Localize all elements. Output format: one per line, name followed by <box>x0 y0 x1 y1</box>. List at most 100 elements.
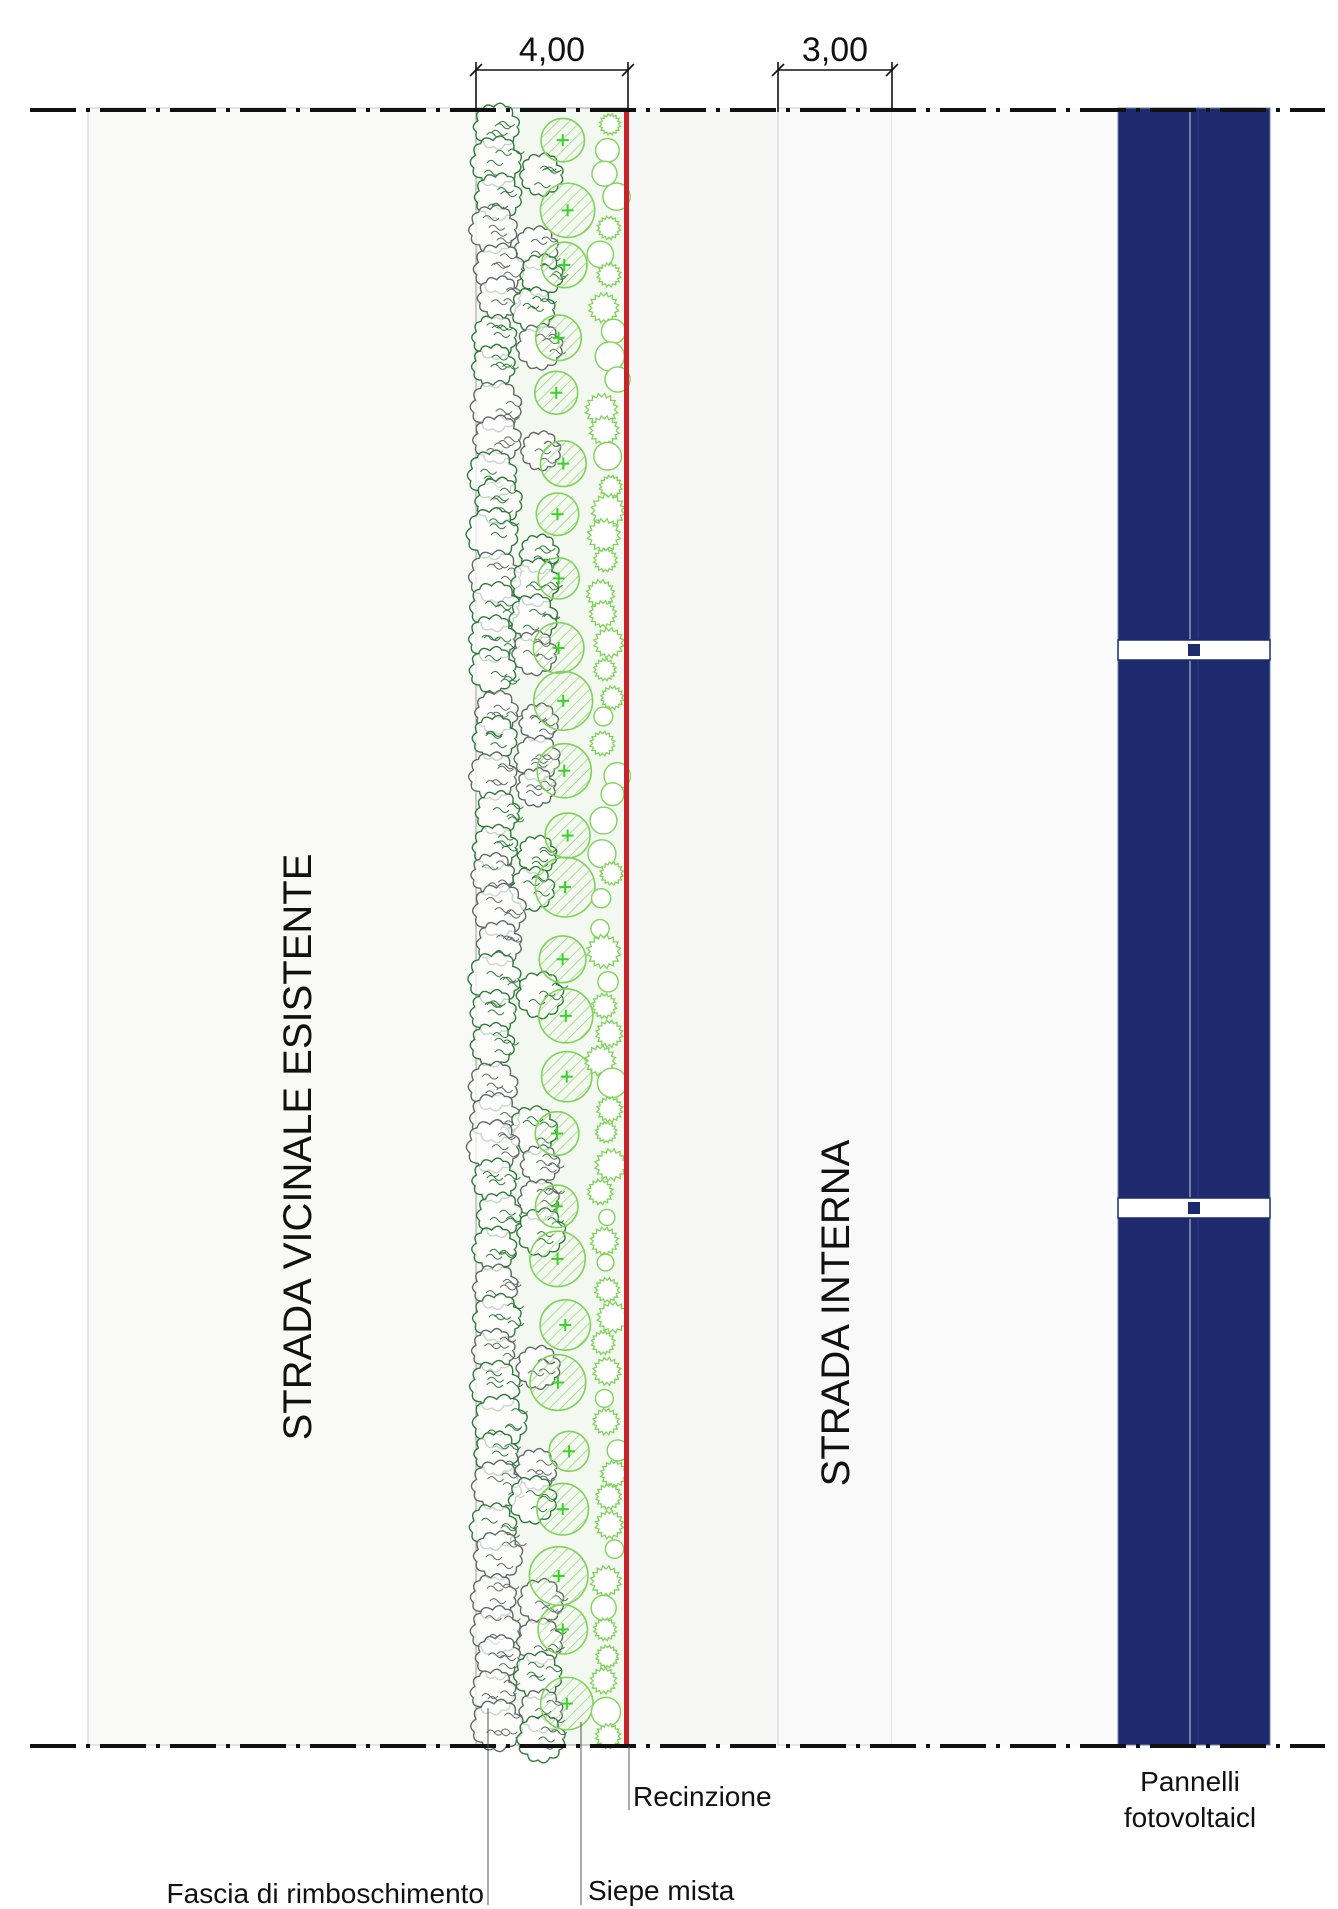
hatched-tree-icon <box>534 314 583 362</box>
reforestation-band-label: Fascia di rimboschimento <box>167 1878 484 1909</box>
shrub-spiky-icon <box>592 626 626 660</box>
shrub-circle-icon <box>598 1208 616 1227</box>
shrub-spiky-icon <box>594 1120 618 1144</box>
pv-panels-label-line1: Pannelli <box>1140 1766 1240 1797</box>
tree-canopy-icon <box>465 507 520 561</box>
tree-canopy-icon <box>468 645 521 694</box>
shrub-circle-icon <box>600 318 627 344</box>
shrub-spiky-icon <box>588 730 616 758</box>
shrub-spiky-icon <box>588 599 618 629</box>
hatched-tree-icon <box>540 1050 593 1103</box>
tree-canopy-icon <box>469 1021 520 1068</box>
shrub-circle-icon <box>590 1696 622 1728</box>
hatched-tree-icon <box>529 1230 587 1288</box>
dimension-hedge-width <box>469 62 635 112</box>
shrub-spiky-icon <box>592 1616 618 1642</box>
hatched-tree-icon <box>539 182 596 239</box>
shrub-spiky-icon <box>593 1147 629 1183</box>
pv-panel-block <box>1117 1217 1271 1746</box>
hatched-tree-icon <box>539 1676 594 1731</box>
shrub-circle-icon <box>594 137 620 163</box>
shrub-circle-icon <box>596 1253 615 1272</box>
field-area <box>892 108 1118 1745</box>
tree-canopy-icon <box>472 1530 527 1581</box>
shrub-spiky-icon <box>586 517 622 553</box>
shrub-circle-icon <box>597 970 619 993</box>
tree-canopy-icon <box>467 951 524 1006</box>
shrub-spiky-icon <box>592 547 619 573</box>
fence-label: Recinzione <box>633 1781 772 1812</box>
tree-canopy-icon <box>469 135 525 188</box>
fence-line <box>624 108 629 1745</box>
hatched-tree-icon <box>534 370 579 416</box>
shrub-spiky-icon <box>596 215 622 241</box>
shrub-spiky-icon <box>598 474 624 500</box>
pv-mounting-post <box>1117 639 1271 661</box>
shrub-spiky-icon <box>590 1329 617 1356</box>
shrub-spiky-icon <box>598 112 622 137</box>
shrub-spiky-icon <box>593 1276 621 1304</box>
dimension-hedge-label: 4,00 <box>519 31 585 69</box>
shrub-spiky-icon <box>590 492 626 529</box>
shrub-circle-icon <box>594 1388 615 1409</box>
shrub-circle-icon <box>586 240 615 269</box>
shrub-spiky-icon <box>589 1226 620 1257</box>
shrub-circle-icon <box>600 782 625 807</box>
shrub-circle-icon <box>590 887 612 909</box>
dimension-road-label: 3,00 <box>802 31 868 69</box>
hatched-tree-icon <box>537 1603 589 1655</box>
shrub-spiky-icon <box>594 1482 623 1511</box>
shrub-circle-icon <box>591 160 618 187</box>
hatched-tree-icon <box>529 1353 587 1412</box>
hatched-tree-icon <box>548 1430 590 1473</box>
shrub-circle-icon <box>590 1594 617 1622</box>
shrub-spiky-icon <box>586 1178 615 1206</box>
pv-mounting-post <box>1117 1197 1271 1219</box>
shrub-spiky-icon <box>596 1300 630 1334</box>
shrub-spiky-icon <box>591 1356 622 1387</box>
tree-canopy-icon <box>471 714 518 761</box>
shrub-spiky-icon <box>592 657 618 682</box>
shrub-spiky-icon <box>591 1407 621 1436</box>
hatched-tree-icon <box>532 621 585 675</box>
internal-road-label: STRADA INTERNA <box>814 1139 858 1486</box>
shrub-spiky-icon <box>585 933 622 970</box>
existing-road-label: STRADA VICINALE ESISTENTE <box>276 854 320 1441</box>
shrub-spiky-icon <box>589 1564 623 1598</box>
hatched-tree-icon <box>536 1482 590 1536</box>
shrub-circle-icon <box>596 1067 628 1099</box>
shrub-spiky-icon <box>595 1095 624 1124</box>
shrub-spiky-icon <box>595 261 623 289</box>
shrub-spiky-icon <box>599 685 625 711</box>
shrub-spiky-icon <box>594 1019 624 1049</box>
shrub-circle-icon <box>602 182 631 211</box>
shrub-circle-icon <box>604 1539 625 1559</box>
shrub-spiky-icon <box>594 1644 620 1670</box>
hatched-tree-icon <box>537 556 581 600</box>
shrub-circle-icon <box>593 441 623 471</box>
shrub-spiky-icon <box>589 1666 618 1696</box>
internal-road-area <box>777 107 893 1746</box>
tree-canopy-icon <box>475 1191 523 1239</box>
dimension-road-width <box>771 62 899 112</box>
hatched-tree-icon <box>536 742 593 799</box>
existing-road-area <box>87 107 477 1746</box>
verge-area <box>628 108 778 1745</box>
shrub-spiky-icon <box>598 860 625 887</box>
pv-panel-block <box>1117 107 1271 641</box>
pv-panels-label-line2: fotovoltaicl <box>1124 1802 1256 1833</box>
hatched-tree-icon <box>534 1184 579 1229</box>
vegetation-group <box>465 102 632 1764</box>
hatched-tree-icon <box>535 492 580 537</box>
hatched-tree-icon <box>540 117 586 163</box>
shrub-circle-icon <box>604 366 631 393</box>
shrub-spiky-icon <box>599 1459 629 1489</box>
shrub-circle-icon <box>589 806 618 835</box>
hatched-tree-icon <box>538 988 594 1044</box>
pv-panel-array <box>1117 107 1271 1746</box>
mixed-hedge-label: Siepe mista <box>588 1875 735 1906</box>
hatched-tree-icon <box>544 812 591 859</box>
shrub-spiky-icon <box>590 992 618 1020</box>
tree-canopy-icon <box>471 1225 518 1272</box>
